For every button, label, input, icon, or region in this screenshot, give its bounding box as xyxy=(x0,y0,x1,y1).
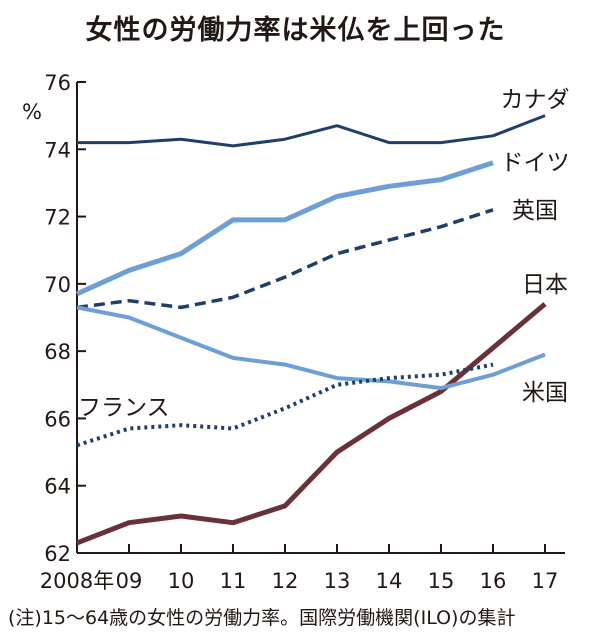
series-label: 米国 xyxy=(522,380,568,406)
x-tick-label: 11 xyxy=(220,569,247,593)
x-tick-label: 14 xyxy=(376,569,403,593)
series-line xyxy=(76,362,494,448)
x-tick-label: 16 xyxy=(480,569,507,593)
series-label: フランス xyxy=(78,395,170,421)
y-axis-unit: % xyxy=(22,100,42,124)
x-tick-label: 10 xyxy=(168,569,195,593)
y-tick-label: 64 xyxy=(44,475,71,499)
x-tick-label: 17 xyxy=(532,569,559,593)
series-label: 日本 xyxy=(522,272,568,298)
series-lines xyxy=(75,114,547,546)
x-tick-label: 12 xyxy=(272,569,299,593)
y-axis: 62 64 66 68 70 72 74 76% xyxy=(22,71,86,566)
y-tick-label: 62 xyxy=(44,542,71,566)
series-label: ドイツ xyxy=(501,150,570,176)
series-label: 英国 xyxy=(512,198,558,224)
x-tick-label: 2008年 xyxy=(40,569,114,593)
chart-title: 女性の労働力率は米仏を上回った xyxy=(85,15,506,46)
x-axis: 2008年 09 10 11 12 13 14 15 16 17 xyxy=(40,544,565,593)
series-label: カナダ xyxy=(501,87,570,113)
x-tick-label: 15 xyxy=(428,569,455,593)
footnote: (注)15〜64歳の女性の労働力率。国際労働機関(ILO)の集計 xyxy=(8,607,516,629)
series-line xyxy=(75,160,494,297)
y-tick-label: 74 xyxy=(44,138,71,162)
x-tick-label: 13 xyxy=(324,569,351,593)
series-line xyxy=(77,114,546,148)
x-tick-label: 09 xyxy=(116,569,143,593)
y-tick-label: 70 xyxy=(44,273,71,297)
series-line xyxy=(76,302,547,546)
series-line xyxy=(76,208,494,310)
y-tick-label: 76 xyxy=(44,71,71,95)
y-tick-label: 72 xyxy=(44,206,71,230)
y-tick-label: 68 xyxy=(44,340,71,364)
y-tick-label: 66 xyxy=(44,407,71,431)
series-line xyxy=(76,305,546,391)
